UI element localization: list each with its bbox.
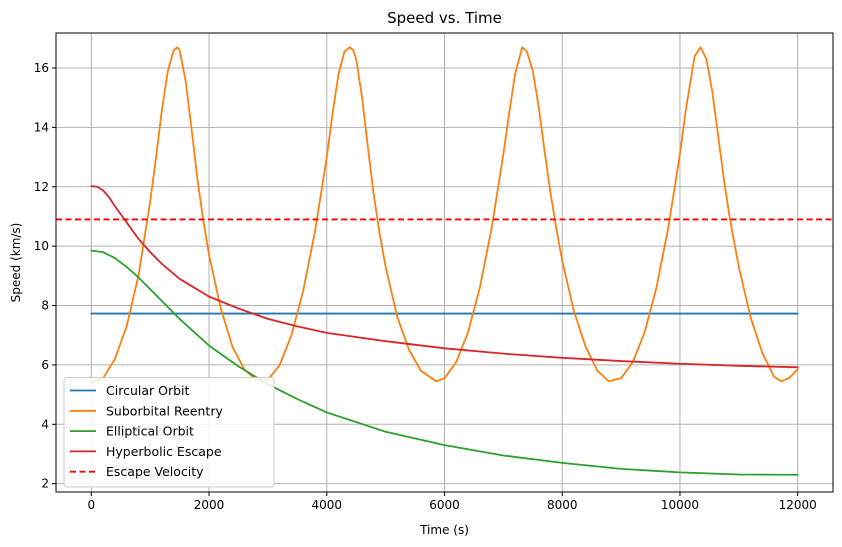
legend-label: Hyperbolic Escape xyxy=(106,444,222,459)
legend-label: Circular Orbit xyxy=(106,383,189,398)
y-tick-label: 12 xyxy=(34,180,49,194)
legend-box xyxy=(63,377,275,488)
x-tick-label: 6000 xyxy=(429,498,460,512)
legend-label: Escape Velocity xyxy=(106,464,204,479)
y-tick-label: 6 xyxy=(41,358,49,372)
chart-title: Speed vs. Time xyxy=(387,9,502,27)
x-axis-label: Time (s) xyxy=(419,523,469,537)
legend: Circular Orbit Suborbital Reentry Elliptic… xyxy=(63,377,275,488)
y-tick-label: 8 xyxy=(41,299,49,313)
legend-label: Elliptical Orbit xyxy=(106,424,194,439)
x-tick-label: 10000 xyxy=(661,498,699,512)
x-tick-label: 0 xyxy=(87,498,95,512)
x-tick-label: 2000 xyxy=(194,498,225,512)
y-tick-label: 10 xyxy=(34,239,49,253)
series-line-hyperbolic-escape xyxy=(90,185,799,369)
y-tick-label: 16 xyxy=(34,61,49,75)
series-line-suborbital-reentry xyxy=(90,46,799,384)
y-tick-label: 4 xyxy=(41,417,49,431)
x-tick-label: 12000 xyxy=(779,498,817,512)
y-tick-label: 2 xyxy=(41,477,49,491)
x-axis: 0 2000 4000 6000 8000 10000 12000 xyxy=(87,492,817,512)
x-tick-label: 4000 xyxy=(311,498,342,512)
y-axis: 2 4 6 8 10 12 14 16 xyxy=(34,61,56,491)
legend-label: Suborbital Reentry xyxy=(106,403,223,418)
y-tick-label: 14 xyxy=(34,120,49,134)
x-tick-label: 8000 xyxy=(547,498,578,512)
y-axis-label: Speed (km/s) xyxy=(9,223,23,303)
